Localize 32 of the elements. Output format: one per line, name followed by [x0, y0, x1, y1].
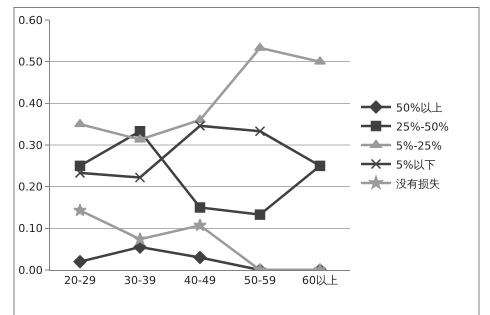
point [134, 126, 146, 136]
point [193, 250, 207, 264]
point [133, 232, 147, 246]
legend-label: 5%-25% [396, 139, 442, 152]
point [73, 255, 87, 268]
x-tick-label: 30-39 [124, 274, 156, 288]
point [194, 120, 206, 132]
point [134, 134, 146, 143]
x-tick-label: 60以上 [302, 274, 338, 288]
point [74, 118, 86, 128]
legend-label: 25%-50% [396, 120, 449, 134]
legend-label: 没有损失 [396, 177, 440, 190]
y-tick-label: 0.50 [18, 56, 43, 69]
point [314, 56, 326, 65]
y-tick-label: 0.60 [18, 14, 43, 27]
y-tick-label: 0.20 [18, 180, 43, 194]
x-tick-label: 50-59 [244, 274, 276, 288]
point [193, 218, 207, 232]
legend-label: 5%以下 [396, 158, 436, 172]
y-tick-label: 0.30 [18, 138, 43, 152]
x-tick-label: 40-49 [184, 274, 216, 288]
x-tick-label: 20-29 [64, 274, 96, 288]
point [73, 203, 87, 216]
point [254, 42, 266, 51]
y-tick-label: 0.40 [18, 97, 43, 110]
point [254, 209, 266, 220]
legend-label: 50%以上 [396, 101, 442, 114]
point [254, 126, 266, 136]
y-tick-label: 0.00 [18, 264, 43, 277]
point [194, 202, 206, 213]
y-tick-label: 0.10 [18, 222, 43, 236]
point [134, 172, 146, 183]
